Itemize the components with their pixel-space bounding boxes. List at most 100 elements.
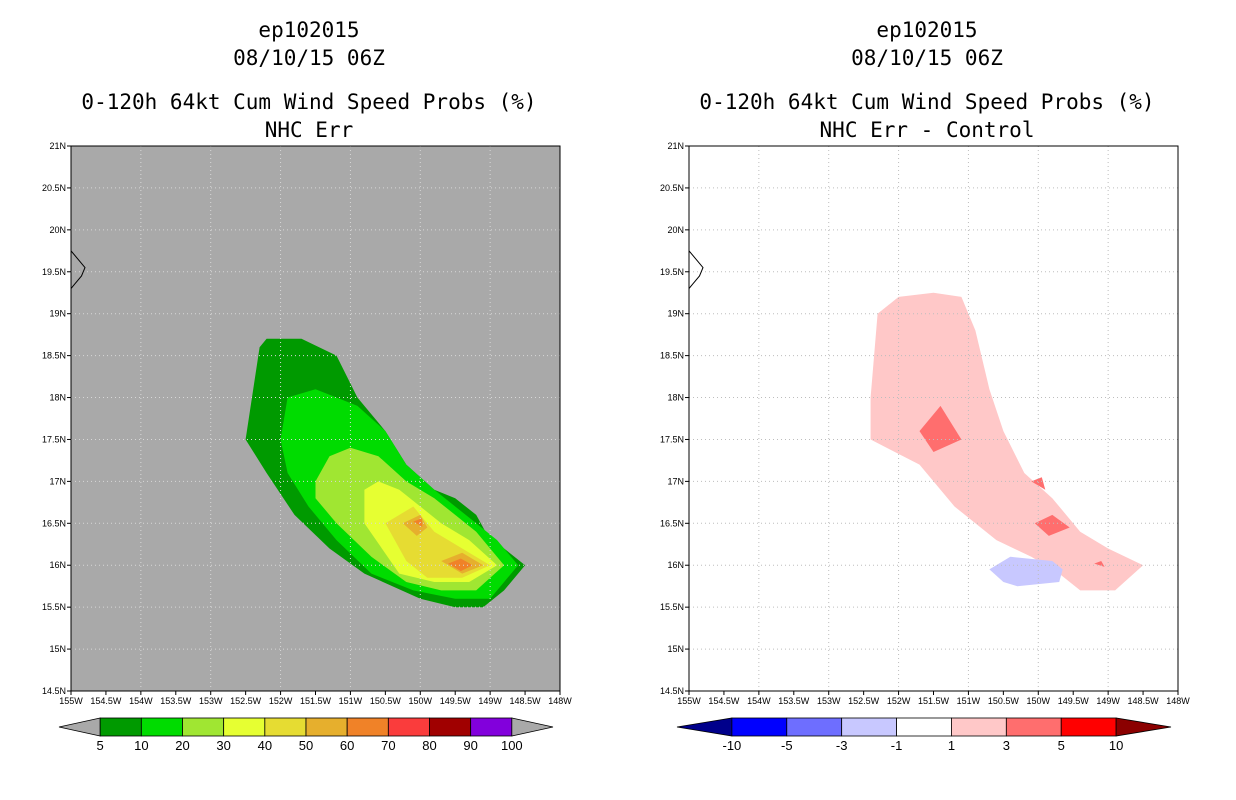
left-colorbar-label: 40 — [258, 738, 272, 753]
right-colorbar-arrow-high — [1115, 717, 1172, 737]
left-lon-label: 153.5W — [160, 696, 192, 706]
left-lon-label: 152.5W — [230, 696, 262, 706]
right-storm-id: ep102015 — [876, 18, 978, 42]
left-lon-label: 152W — [269, 696, 293, 706]
right-contour-3-5-2 — [1031, 477, 1046, 490]
left-colorbar-swatch — [429, 717, 472, 737]
left-colorbar-swatch — [470, 717, 513, 737]
left-lat-label: 16.5N — [42, 518, 66, 528]
left-colorbar-label: 50 — [299, 738, 313, 753]
right-lon-label: 152.5W — [848, 696, 880, 706]
right-colorbar-label: -10 — [722, 738, 741, 753]
right-coastline — [689, 250, 704, 289]
right-lat-label: 18.5N — [660, 351, 684, 361]
left-map-panel: 14.5N 15N 15.5N 16N 16.5N 17N 17.5N 18N 18.5N 19N… — [42, 141, 572, 706]
right-colorbar-label: 5 — [1058, 738, 1065, 753]
left-lon-label: 151W — [339, 696, 363, 706]
right-colorbar: -10 -5 -3 -1 1 3 5 10 — [676, 717, 1172, 753]
right-colorbar-swatch — [1060, 717, 1117, 737]
left-lat-label: 19.5N — [42, 267, 66, 277]
left-colorbar-swatch — [346, 717, 389, 737]
right-colorbar-label: 10 — [1109, 738, 1123, 753]
right-colorbar-label: 3 — [1003, 738, 1010, 753]
right-lon-label: 149.5W — [1058, 696, 1090, 706]
left-lon-label: 150.5W — [370, 696, 402, 706]
right-colorbar-label: -1 — [891, 738, 903, 753]
left-lon-label: 155W — [59, 696, 83, 706]
left-lon-label: 153W — [199, 696, 223, 706]
right-lon-label: 153W — [817, 696, 841, 706]
right-lon-label: 149W — [1096, 696, 1120, 706]
left-lat-label: 18N — [49, 393, 66, 403]
left-lat-label: 17N — [49, 476, 66, 486]
right-lat-label: 16N — [667, 560, 684, 570]
right-lon-label: 153.5W — [778, 696, 810, 706]
right-lon-label: 151.5W — [918, 696, 950, 706]
right-contour-3-5-3 — [1034, 514, 1070, 536]
left-title-block: ep102015 08/10/15 06Z 0-120h 64kt Cum Wi… — [59, 16, 559, 144]
right-lon-label: 155W — [677, 696, 701, 706]
left-lat-label: 15.5N — [42, 602, 66, 612]
left-lat-label: 19N — [49, 309, 66, 319]
right-colorbar-arrow-low — [676, 717, 733, 737]
left-colorbar-label: 100 — [501, 738, 523, 753]
left-lon-label: 148W — [548, 696, 572, 706]
left-lon-label: 149.5W — [440, 696, 472, 706]
right-contour-3-5-1 — [919, 405, 962, 452]
left-lat-label: 20.5N — [42, 183, 66, 193]
right-lat-label: 14.5N — [660, 686, 684, 696]
right-colorbar-label: -5 — [781, 738, 793, 753]
right-colorbar-swatch — [786, 717, 843, 737]
left-lat-label: 20N — [49, 225, 66, 235]
right-lon-label: 154W — [747, 696, 771, 706]
left-lat-label: 17.5N — [42, 434, 66, 444]
left-subtitle: NHC Err — [264, 118, 354, 142]
left-colorbar-swatch — [99, 717, 142, 737]
right-lat-label: 18N — [667, 393, 684, 403]
left-lat-label: 15N — [49, 644, 66, 654]
right-lon-label: 148W — [1166, 696, 1190, 706]
left-colorbar-swatch — [140, 717, 183, 737]
left-colorbar-label: 90 — [463, 738, 477, 753]
left-lat-label: 21N — [49, 141, 66, 151]
left-colorbar-label: 5 — [97, 738, 104, 753]
left-colorbar-label: 10 — [134, 738, 148, 753]
left-colorbar-arrow-low — [58, 717, 101, 737]
left-lat-label: 18.5N — [42, 351, 66, 361]
right-lat-label: 15N — [667, 644, 684, 654]
left-colorbar-label: 60 — [340, 738, 354, 753]
right-colorbar-swatch — [951, 717, 1007, 737]
left-datetime: 08/10/15 06Z — [233, 46, 385, 70]
right-lon-label: 152W — [887, 696, 911, 706]
right-title-block: ep102015 08/10/15 06Z 0-120h 64kt Cum Wi… — [677, 16, 1177, 144]
left-coastline — [71, 250, 86, 289]
left-colorbar-swatch — [223, 717, 266, 737]
left-colorbar-swatch — [182, 717, 225, 737]
right-lat-label: 20.5N — [660, 183, 684, 193]
left-colorbar-arrow-high — [511, 717, 554, 737]
right-subtitle: NHC Err - Control — [819, 118, 1035, 142]
left-colorbar-swatch — [264, 717, 307, 737]
right-colorbar-swatch — [731, 717, 788, 737]
right-lon-label: 150.5W — [988, 696, 1020, 706]
right-contour-1-3-0 — [870, 292, 1144, 591]
right-lat-label: 19.5N — [660, 267, 684, 277]
right-lon-label: 150W — [1027, 696, 1051, 706]
right-lat-label: 20N — [667, 225, 684, 235]
right-lat-label: 17N — [667, 476, 684, 486]
right-lat-label: 21N — [667, 141, 684, 151]
right-lat-label: 15.5N — [660, 602, 684, 612]
left-lon-label: 149W — [478, 696, 502, 706]
left-lon-label: 148.5W — [510, 696, 542, 706]
left-lat-label: 14.5N — [42, 686, 66, 696]
right-datetime: 08/10/15 06Z — [851, 46, 1003, 70]
right-product-title: 0-120h 64kt Cum Wind Speed Probs (%) — [699, 90, 1155, 114]
left-colorbar-label: 80 — [422, 738, 436, 753]
right-colorbar-swatch — [841, 717, 897, 737]
left-contour-70-80-7 — [413, 518, 423, 527]
right-colorbar-swatch — [896, 717, 952, 737]
left-colorbar-swatch — [305, 717, 348, 737]
right-colorbar-label: -3 — [836, 738, 848, 753]
right-lat-label: 17.5N — [660, 434, 684, 444]
right-lat-label: 16.5N — [660, 518, 684, 528]
